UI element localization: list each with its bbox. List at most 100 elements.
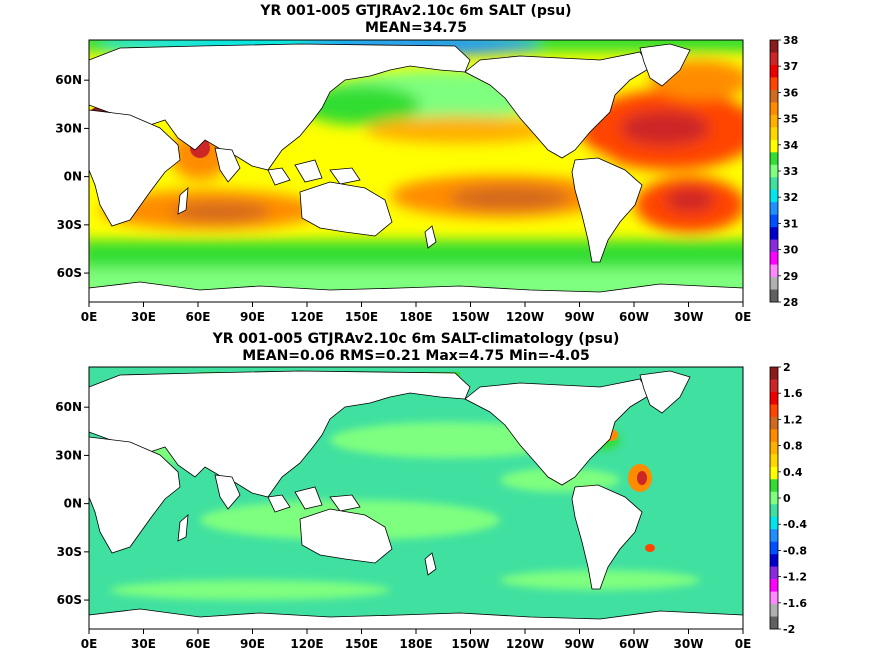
y-tick-label: 60S xyxy=(57,593,82,607)
colorbar-swatch xyxy=(770,64,778,78)
x-tick-label: 150E xyxy=(345,637,378,651)
colorbar-tick-label: 38 xyxy=(783,34,798,47)
panel1-subtitle: MEAN=34.75 xyxy=(365,20,467,36)
colorbar-swatch xyxy=(770,114,778,128)
x-tick-label: 150W xyxy=(451,310,489,324)
x-tick-label: 60W xyxy=(619,637,649,651)
x-tick-label: 0E xyxy=(81,637,98,651)
colorbar-swatch xyxy=(770,404,778,418)
panel1-title: YR 001-005 GTJRAv2.10c 6m SALT (psu) xyxy=(259,3,571,19)
panel-anomaly: YR 001-005 GTJRAv2.10c 6m SALT-climatolo… xyxy=(55,331,807,651)
colorbar-swatch xyxy=(770,77,778,91)
x-tick-label: 0E xyxy=(735,310,752,324)
colorbar-swatch xyxy=(770,239,778,253)
panel1-land xyxy=(88,43,744,303)
panel2-axes: 0E 30E 60E 90E 120E 150E 180E 150W 120W 90W 60W 30W… xyxy=(55,400,751,651)
colorbar-swatch xyxy=(770,379,778,393)
colorbar-tick-label: -1.2 xyxy=(783,571,807,584)
colorbar-swatch xyxy=(770,227,778,240)
colorbar-swatch xyxy=(770,429,778,443)
y-tick-label: 60N xyxy=(55,400,82,414)
colorbar-swatch xyxy=(770,604,778,617)
colorbar-swatch xyxy=(770,566,778,580)
colorbar-swatch xyxy=(770,52,778,66)
colorbar-swatch xyxy=(770,479,778,493)
colorbar-tick-label: 35 xyxy=(783,113,798,126)
x-tick-label: 60E xyxy=(186,637,211,651)
x-tick-label: 180E xyxy=(399,637,432,651)
colorbar-swatch xyxy=(770,491,778,505)
x-tick-label: 0E xyxy=(81,310,98,324)
colorbar-tick-label: 30 xyxy=(783,244,799,257)
colorbar-tick-label: 31 xyxy=(783,217,798,230)
panel-salt: YR 001-005 GTJRAv2.10c 6m SALT (psu) MEA… xyxy=(55,3,798,324)
colorbar-swatch xyxy=(770,454,778,468)
colorbar-swatch xyxy=(770,164,778,178)
colorbar-swatch xyxy=(770,40,778,53)
panel2-land xyxy=(88,370,744,630)
x-tick-label: 90E xyxy=(240,637,265,651)
colorbar-swatch xyxy=(770,152,778,166)
x-tick-label: 150W xyxy=(451,637,489,651)
x-tick-label: 30W xyxy=(674,310,704,324)
panel1-axes: 0E 30E 60E 90E 120E 150E 180E 150W 120W 90W 60W 30W… xyxy=(55,73,751,324)
x-tick-label: 60W xyxy=(619,310,649,324)
colorbar-swatch xyxy=(770,391,778,405)
y-tick-label: 0N xyxy=(64,497,82,511)
colorbar-swatch xyxy=(770,177,778,191)
colorbar-tick-label: 1.2 xyxy=(783,413,803,426)
x-tick-label: 30E xyxy=(131,310,156,324)
colorbar-swatch xyxy=(770,466,778,480)
colorbar-tick-label: 28 xyxy=(783,296,798,309)
colorbar-swatch xyxy=(770,89,778,103)
x-tick-label: 120E xyxy=(290,637,323,651)
colorbar-swatch xyxy=(770,504,778,518)
colorbar-swatch xyxy=(770,252,778,265)
colorbar-swatch xyxy=(770,102,778,116)
panel1-colorbar: 38 37 36 35 34 33 32 31 30 29 28 xyxy=(769,34,799,309)
colorbar-tick-label: 33 xyxy=(783,165,798,178)
colorbar-swatch xyxy=(770,529,778,542)
colorbar-swatch xyxy=(770,579,778,592)
colorbar-tick-label: 0.4 xyxy=(783,466,803,479)
colorbar-swatch xyxy=(770,189,778,203)
panel2-title: YR 001-005 GTJRAv2.10c 6m SALT-climatolo… xyxy=(212,331,620,347)
x-tick-label: 0E xyxy=(735,637,752,651)
x-tick-label: 120W xyxy=(506,310,544,324)
panel2-colorbar: 2 1.6 1.2 0.8 0.4 0 -0.4 -0.8 -1.2 -1.6 -2 xyxy=(769,361,807,636)
colorbar-swatch xyxy=(770,591,778,605)
y-tick-label: 30S xyxy=(57,218,82,232)
colorbar-swatch xyxy=(770,214,778,228)
colorbar-swatch xyxy=(770,139,778,153)
colorbar-tick-label: -2 xyxy=(783,623,795,636)
colorbar-swatch xyxy=(770,441,778,455)
x-tick-label: 60E xyxy=(186,310,211,324)
colorbar-swatch xyxy=(770,264,778,278)
x-tick-label: 150E xyxy=(345,310,378,324)
colorbar-swatch xyxy=(770,127,778,141)
colorbar-swatch xyxy=(770,616,778,630)
colorbar-tick-label: 36 xyxy=(783,86,799,99)
y-tick-label: 60S xyxy=(57,266,82,280)
y-tick-label: 0N xyxy=(64,170,82,184)
colorbar-tick-label: 1.6 xyxy=(783,387,803,400)
colorbar-tick-label: 0.8 xyxy=(783,440,803,453)
colorbar-tick-label: -0.4 xyxy=(783,518,807,531)
x-tick-label: 90E xyxy=(240,310,265,324)
colorbar-tick-label: 29 xyxy=(783,270,798,283)
colorbar-tick-label: -1.6 xyxy=(783,597,807,610)
colorbar-tick-label: -0.8 xyxy=(783,544,807,557)
x-tick-label: 90W xyxy=(565,310,595,324)
colorbar-swatch xyxy=(770,277,778,290)
colorbar-tick-label: 2 xyxy=(783,361,791,374)
y-tick-label: 60N xyxy=(55,73,82,87)
colorbar-swatch xyxy=(770,202,778,215)
colorbar-swatch xyxy=(770,541,778,555)
y-tick-label: 30N xyxy=(55,121,82,135)
x-tick-label: 30W xyxy=(674,637,704,651)
colorbar-tick-label: 32 xyxy=(783,191,798,204)
colorbar-swatch xyxy=(770,289,778,303)
colorbar-tick-label: 34 xyxy=(783,139,799,152)
y-tick-label: 30S xyxy=(57,545,82,559)
